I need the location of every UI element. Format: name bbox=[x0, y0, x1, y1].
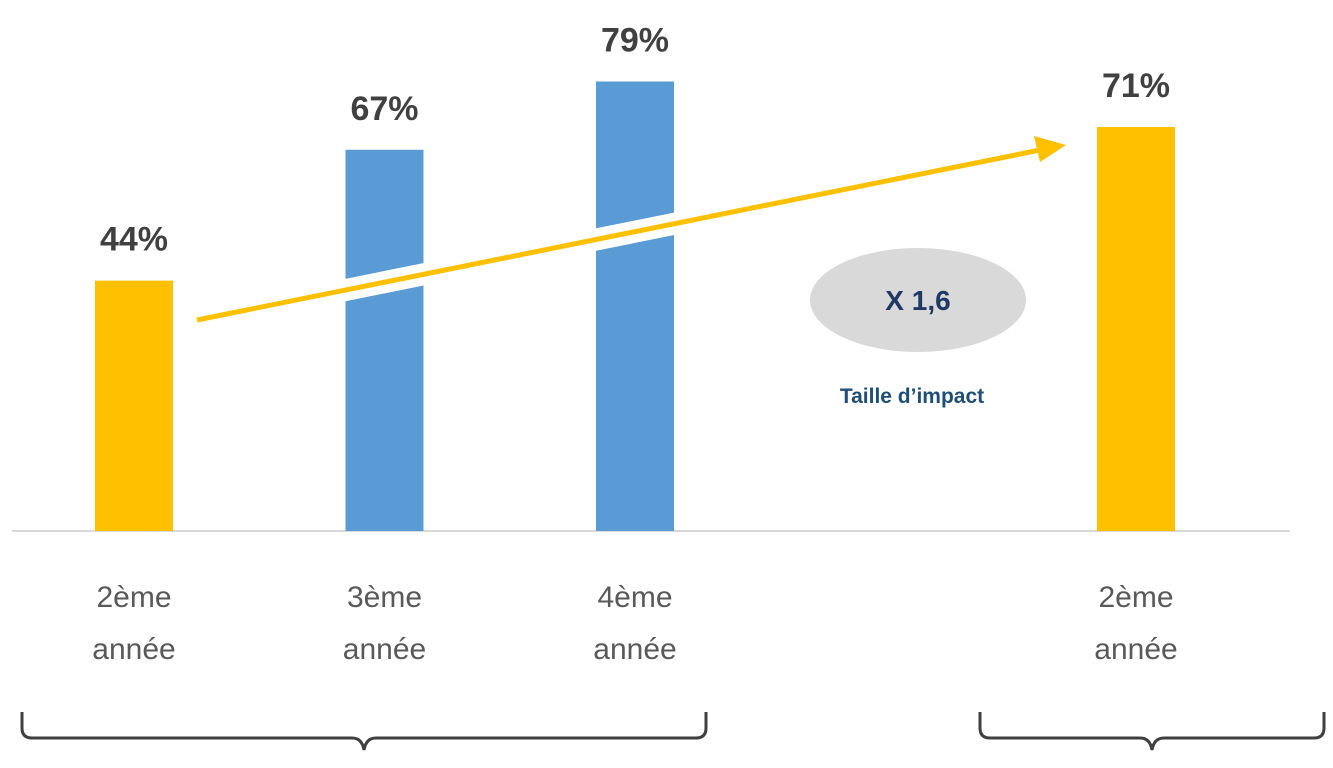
value-label: 44% bbox=[100, 221, 168, 259]
arrow-head bbox=[1034, 136, 1066, 162]
bar bbox=[95, 280, 173, 531]
bracket bbox=[20, 712, 708, 751]
annotation: X 1,6 bbox=[885, 285, 950, 316]
bar bbox=[345, 149, 424, 531]
value-label: 67% bbox=[350, 90, 418, 128]
annotation: Taille d’impact bbox=[840, 385, 984, 408]
value-label: 71% bbox=[1102, 67, 1170, 105]
x-tick-label: 4ème année bbox=[593, 581, 677, 666]
arrow bbox=[196, 147, 1041, 323]
bracket bbox=[978, 712, 1326, 751]
bar bbox=[1097, 127, 1175, 531]
x-tick-label: 2ème année bbox=[92, 581, 176, 666]
value-label: 79% bbox=[601, 21, 669, 59]
x-tick-label: 2ème année bbox=[1094, 581, 1178, 666]
x-tick-label: 3ème année bbox=[342, 581, 427, 666]
ellipse bbox=[810, 248, 1026, 352]
bar bbox=[596, 81, 674, 532]
